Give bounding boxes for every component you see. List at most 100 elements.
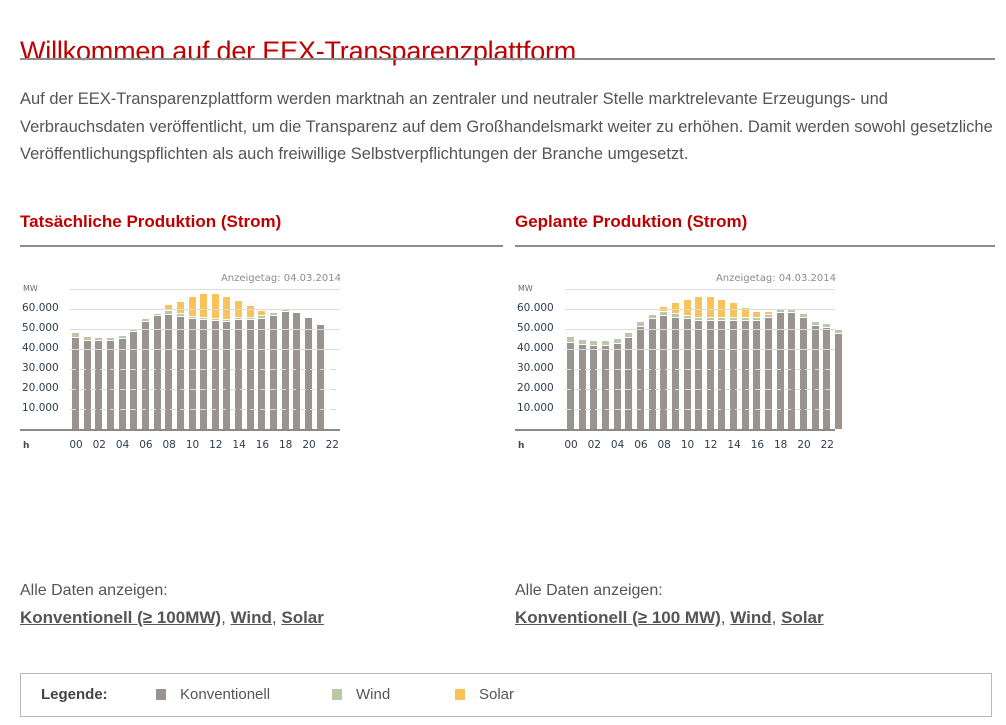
bar-hour-16[interactable] [753,312,761,429]
x-tick-label: 12 [704,439,718,451]
konventionell-segment [200,320,208,429]
bar-hour-00[interactable] [72,333,79,429]
x-tick-label: 04 [610,439,625,451]
gridline [565,369,835,370]
bar-hour-00[interactable] [567,337,574,429]
x-tick-label: 14 [232,439,246,451]
bar-hour-10[interactable] [683,300,691,429]
bar-hour-19[interactable] [293,313,301,429]
planned-production-chart[interactable]: Anzeigetag: 04.03.2014 MW h 10.000 20.000… [515,271,842,461]
solar-segment [246,306,254,318]
bar-hour-09[interactable] [671,303,679,429]
link-solar[interactable]: Solar [781,608,824,627]
legend-item-konventionell: Konventionell [156,686,270,703]
bar-hour-02[interactable] [590,341,598,429]
bar-hour-05[interactable] [625,333,633,429]
konventionell-segment [788,313,796,429]
show-all-data-label: Alle Daten anzeigen: [515,582,663,599]
y-tick-label: 50.000 [22,322,59,334]
bar-hour-11[interactable] [200,294,208,429]
bar-hour-17[interactable] [270,313,278,429]
x-tick-label: 14 [727,439,741,451]
x-tick-label: 18 [774,439,788,451]
bar-hour-12[interactable] [706,297,714,429]
bar-hour-12[interactable] [211,294,219,429]
wind-segment [590,341,598,346]
bar-hour-03[interactable] [106,338,114,429]
bar-hour-05[interactable] [130,329,138,429]
bar-hour-06[interactable] [636,322,644,429]
bar-hour-18[interactable] [281,309,289,429]
bar-hour-20[interactable] [305,318,312,429]
bar-hour-01[interactable] [83,337,91,429]
wind-segment [730,318,738,321]
x-tick-label: 10 [680,439,695,451]
wind-segment [281,309,289,312]
x-tick-label: 08 [162,439,176,451]
konventionell-segment [765,318,773,429]
y-axis-unit: MW [23,284,38,293]
bar-hour-21[interactable] [316,325,324,429]
x-tick-label: 18 [279,439,293,451]
bar-hour-23[interactable] [834,330,842,429]
link-wind[interactable]: Wind [730,608,772,627]
solar-segment [683,300,691,316]
konventionell-segment [601,346,609,429]
konventionell-segment [153,316,161,429]
x-tick-label: 22 [325,439,339,451]
bar-hour-06[interactable] [141,319,149,429]
actual-production-chart[interactable]: Anzeigetag: 04.03.2014 MW h 10.000 20.000… [20,271,345,461]
bar-hour-19[interactable] [788,309,796,429]
bar-hour-13[interactable] [223,297,231,429]
konventionell-segment [741,321,749,429]
konventionell-segment [660,316,668,429]
konventionell-segment [636,327,644,429]
konventionell-segment [753,321,761,429]
bar-hour-15[interactable] [246,306,254,429]
bar-hour-02[interactable] [95,338,103,429]
chart-date: Anzeigetag: 04.03.2014 [220,273,341,284]
bar-hour-08[interactable] [660,307,668,429]
x-tick-label: 00 [564,439,578,451]
bar-hour-14[interactable] [730,303,738,429]
bar-hour-04[interactable] [118,336,126,429]
link-solar[interactable]: Solar [281,608,324,627]
wind-segment [776,309,784,313]
wind-segment [223,320,231,322]
x-tick-label: 10 [185,439,200,451]
bar-hour-03[interactable] [601,341,609,429]
bar-hour-08[interactable] [165,305,173,429]
section-planned-production: Geplante Produktion (Strom) Anzeigetag: … [515,212,995,461]
wind-segment [72,333,79,338]
bar-hour-09[interactable] [176,302,184,429]
bar-hour-04[interactable] [613,339,621,429]
bar-hour-01[interactable] [578,340,586,429]
y-tick-label: 20.000 [517,382,554,394]
wind-segment [695,318,703,321]
link-konventionell[interactable]: Konventionell (≥ 100 MW) [515,608,721,627]
konventionell-segment [718,321,726,429]
konventionell-segment [613,344,621,429]
bar-hour-11[interactable] [695,297,703,429]
bar-hour-20[interactable] [800,314,807,429]
bar-hour-16[interactable] [258,311,266,429]
bar-hour-18[interactable] [776,309,784,429]
link-konventionell[interactable]: Konventionell (≥ 100MW) [20,608,222,627]
legend-item-wind: Wind [332,686,390,703]
x-tick-label: 16 [255,439,270,451]
konventionell-segment [235,320,243,429]
bar-hour-07[interactable] [153,314,161,429]
bar-hour-17[interactable] [765,312,773,429]
x-tick-label: 20 [797,439,811,451]
bar-hour-22[interactable] [823,324,831,429]
gridline [565,409,835,410]
bar-hour-07[interactable] [648,315,656,429]
link-wind[interactable]: Wind [230,608,272,627]
konventionell-segment [695,321,703,429]
solar-segment [200,294,208,318]
konventionell-segment [590,346,598,429]
bar-hour-21[interactable] [811,322,819,429]
bar-hour-10[interactable] [188,297,196,429]
wind-segment [235,318,243,320]
bar-hour-15[interactable] [741,308,749,429]
